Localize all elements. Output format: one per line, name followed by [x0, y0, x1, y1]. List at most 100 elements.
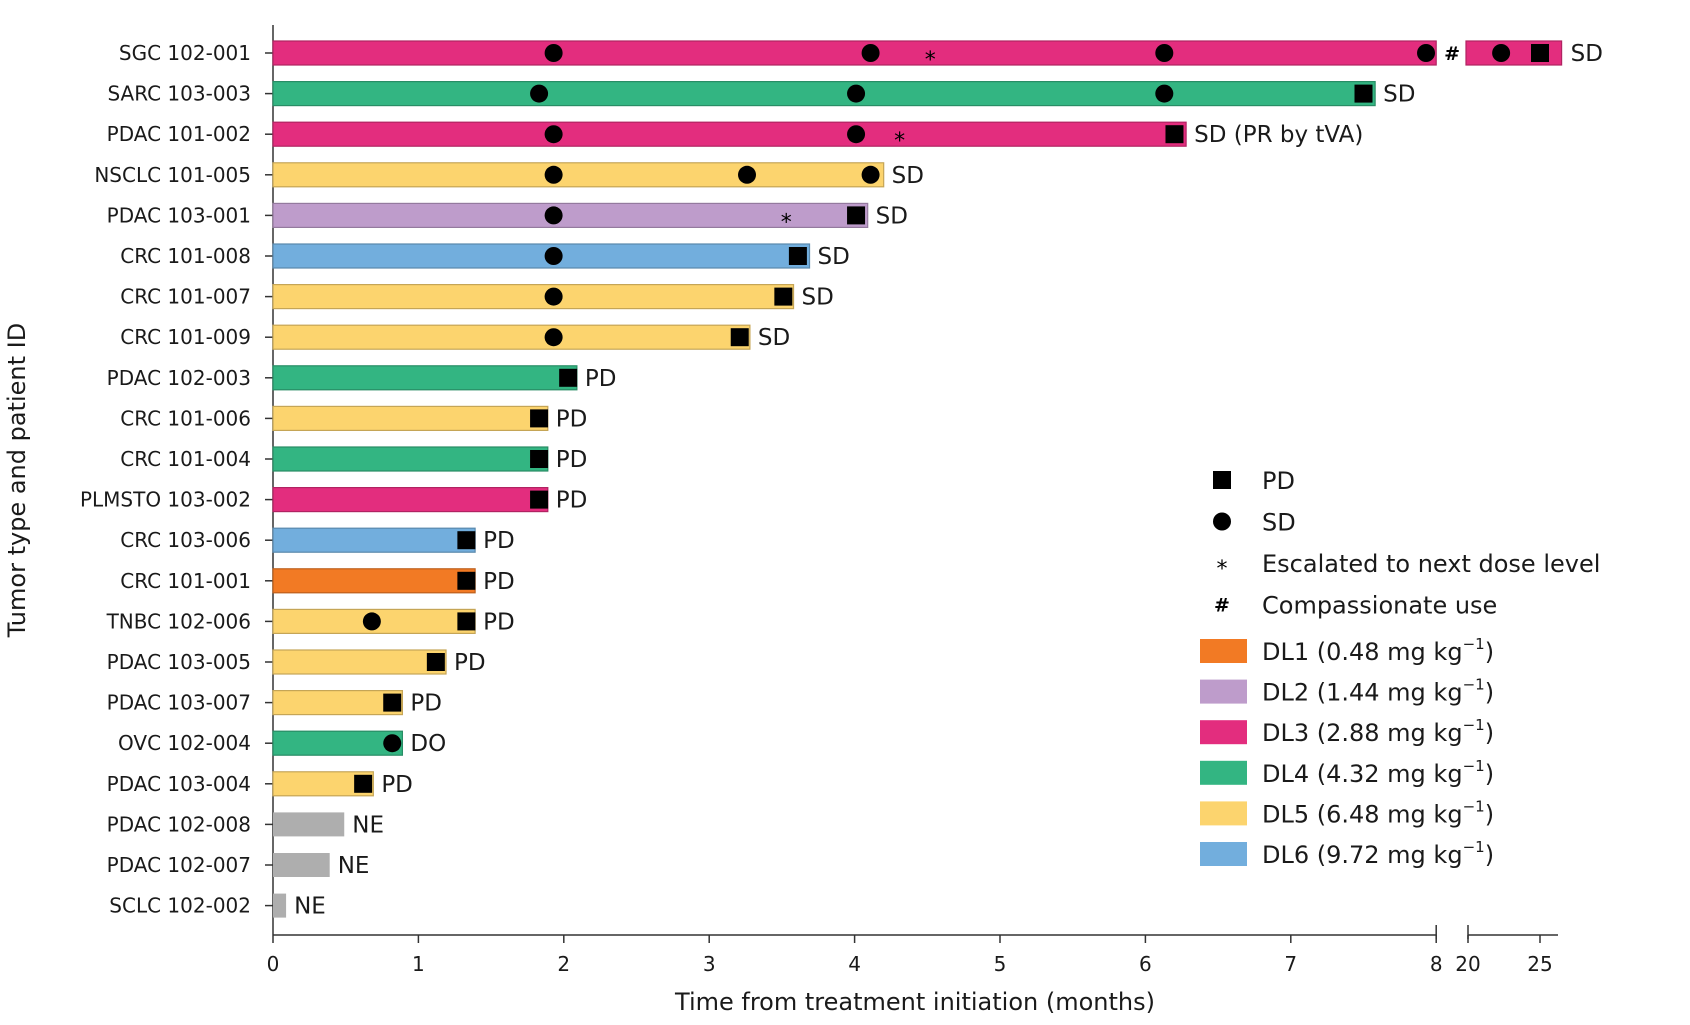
pd-marker [1531, 44, 1549, 62]
response-label: PD [483, 569, 515, 595]
sd-marker [544, 206, 563, 225]
x-tick-label: 3 [703, 952, 716, 976]
response-label: PD [410, 691, 442, 717]
y-tick-label: CRC 101-001 [120, 569, 251, 593]
pd-marker [774, 287, 793, 306]
response-label: SD [876, 203, 908, 229]
bar-dl3 [272, 40, 1437, 66]
sd-marker [544, 165, 563, 184]
sd-marker [544, 328, 563, 347]
legend-sd-symbol [1213, 512, 1231, 531]
bar-dl5 [272, 162, 885, 188]
x-axis-title: Time from treatment initiation (months) [674, 988, 1155, 1016]
response-label: DO [410, 731, 446, 757]
patient-bars [272, 40, 1563, 918]
bar-dl1 [272, 568, 476, 594]
sd-marker [861, 44, 880, 62]
legend-label: SD [1262, 509, 1296, 537]
bar-ne [273, 853, 330, 877]
y-tick-label: PDAC 103-007 [107, 691, 251, 715]
sd-marker [362, 612, 381, 631]
bar-dl5 [272, 405, 549, 431]
x-tick-label: 7 [1284, 952, 1297, 976]
legend-compassionate-symbol: # [1214, 595, 1230, 617]
legend-swatch-dl2 [1200, 679, 1247, 704]
y-tick-label: PDAC 101-002 [107, 122, 251, 146]
y-tick-label: PLMSTO 103-002 [80, 488, 251, 512]
pd-marker [354, 774, 373, 793]
x-axis: 0 1 2 3 4 5 6 7 8 20 25 [267, 925, 1558, 976]
bar-dl5 [272, 284, 795, 310]
bar-dl3 [272, 121, 1187, 147]
response-label: PD [556, 447, 588, 473]
bar-dl4 [272, 80, 1376, 107]
pd-marker [530, 409, 549, 428]
response-label: SD [818, 244, 850, 270]
response-label: PD [454, 650, 486, 676]
y-tick-label: OVC 102-004 [118, 731, 251, 755]
legend-swatch-dl3 [1200, 720, 1247, 745]
bar-dl2 [272, 202, 869, 228]
y-tick-label: CRC 101-006 [120, 406, 251, 430]
pd-marker [426, 653, 445, 671]
y-axis-title: Tumor type and patient ID [3, 323, 31, 638]
response-label: PD [381, 772, 413, 798]
pd-marker [457, 612, 476, 631]
response-label: NE [352, 812, 384, 838]
legend-dose-label: DL5 (6.48 mg kg−1) [1262, 797, 1494, 828]
response-label: NE [338, 853, 370, 879]
pd-marker [530, 450, 549, 468]
legend-label: Compassionate use [1262, 592, 1497, 620]
response-label: PD [556, 406, 588, 432]
response-label: SD (PR by tVA) [1194, 122, 1363, 148]
y-tick-label: PDAC 102-008 [107, 812, 251, 836]
bar-ne [273, 893, 287, 918]
sd-marker [1492, 44, 1511, 62]
sd-marker [1155, 44, 1174, 62]
pd-marker [457, 531, 476, 550]
legend: PD SD * Escalated to next dose level # Compas… [1200, 467, 1600, 869]
response-label: PD [483, 609, 515, 635]
sd-marker [530, 84, 549, 103]
response-label: SD [1571, 41, 1603, 67]
legend-dose-label: DL1 (0.48 mg kg−1) [1262, 635, 1494, 666]
y-tick-label: SGC 102-001 [119, 41, 251, 65]
legend-swatch-dl4 [1200, 760, 1247, 785]
y-tick-label: NSCLC 101-005 [94, 163, 251, 187]
sd-marker [1155, 84, 1174, 103]
response-label: NE [294, 894, 326, 920]
y-tick-label: PDAC 102-003 [107, 366, 251, 390]
sd-marker [861, 165, 880, 184]
bar-ne [273, 812, 345, 837]
bar-dl6 [272, 243, 811, 269]
pd-marker [730, 328, 749, 347]
x-tick-label: 2 [557, 952, 570, 976]
y-tick-label: PDAC 103-004 [107, 772, 251, 796]
y-tick-label: CRC 101-007 [120, 285, 251, 309]
response-label: SD [802, 285, 834, 311]
legend-label: Escalated to next dose level [1262, 550, 1600, 578]
legend-label: PD [1262, 467, 1295, 495]
legend-swatch-dl5 [1200, 801, 1247, 826]
legend-pd-symbol [1213, 471, 1231, 489]
bar-dl5 [272, 324, 751, 350]
y-tick-label: PDAC 103-005 [107, 650, 251, 674]
y-axis: SGC 102-001 SARC 103-003 PDAC 101-002 NSCLC… [80, 25, 274, 935]
response-label: PD [483, 528, 515, 554]
escalation-marker: * [925, 48, 936, 73]
pd-marker [788, 247, 807, 265]
y-tick-label: PDAC 103-001 [107, 203, 251, 227]
x-tick-label: 0 [267, 952, 280, 976]
legend-dose-label: DL6 (9.72 mg kg−1) [1262, 838, 1494, 869]
response-label: PD [556, 488, 588, 514]
pd-marker [1165, 125, 1184, 144]
bar-dl4 [272, 446, 549, 472]
sd-marker [738, 165, 757, 184]
legend-dose-label: DL3 (2.88 mg kg−1) [1262, 716, 1494, 747]
sd-marker [847, 84, 866, 103]
sd-marker [847, 125, 866, 144]
x-tick-label: 20 [1455, 952, 1480, 976]
response-label: SD [1383, 82, 1415, 108]
legend-swatch-dl6 [1200, 842, 1247, 866]
